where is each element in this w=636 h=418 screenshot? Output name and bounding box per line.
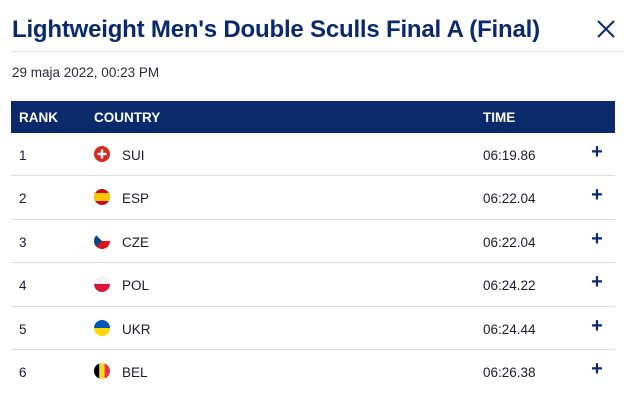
- rank-cell: 2: [19, 191, 27, 207]
- page-title: Lightweight Men's Double Sculls Final A …: [12, 16, 540, 43]
- country-cell: UKR: [122, 321, 151, 337]
- country-cell: POL: [122, 278, 150, 294]
- dialog-header: Lightweight Men's Double Sculls Final A …: [12, 14, 624, 52]
- time-cell: 06:22.04: [483, 191, 536, 207]
- switzerland-flag-icon: [94, 146, 110, 162]
- time-cell: 06:24.22: [483, 278, 536, 294]
- expand-plus-icon[interactable]: +: [591, 314, 603, 337]
- column-header-rank: RANK: [19, 110, 58, 125]
- column-header-time: TIME: [483, 110, 516, 125]
- poland-flag-icon: [94, 276, 110, 293]
- race-timestamp: 29 maja 2022, 00:23 PM: [12, 65, 160, 80]
- country-cell: ESP: [122, 191, 150, 207]
- column-header-country: COUNTRY: [94, 110, 161, 125]
- rank-cell: 6: [19, 364, 27, 380]
- ukraine-flag-icon: [94, 319, 110, 336]
- rank-cell: 3: [19, 234, 27, 250]
- table-header: RANK COUNTRY TIME: [11, 101, 615, 133]
- country-cell: CZE: [122, 234, 149, 250]
- expand-plus-icon[interactable]: +: [591, 227, 603, 250]
- table-row: 3 CZE 06:22.04 +: [11, 220, 615, 264]
- close-button[interactable]: [594, 17, 618, 41]
- table-row: 4 POL 06:24.22 +: [11, 263, 615, 307]
- time-cell: 06:24.44: [483, 321, 536, 337]
- table-row: 5 UKR 06:24.44 +: [11, 307, 615, 350]
- expand-plus-icon[interactable]: +: [591, 357, 603, 380]
- expand-plus-icon[interactable]: +: [591, 184, 603, 207]
- rank-cell: 4: [19, 278, 27, 294]
- expand-plus-icon[interactable]: +: [591, 141, 603, 163]
- country-cell: BEL: [122, 364, 148, 380]
- rank-cell: 1: [19, 148, 27, 163]
- time-cell: 06:26.38: [483, 364, 536, 380]
- spain-flag-icon: [94, 189, 110, 206]
- time-cell: 06:19.86: [483, 148, 536, 163]
- table-row: 6 BEL 06:26.38 +: [11, 350, 615, 393]
- time-cell: 06:22.04: [483, 234, 536, 250]
- results-table: RANK COUNTRY TIME 1 SUI 06:19.86 + 2 ESP…: [11, 101, 615, 393]
- country-cell: SUI: [122, 148, 145, 163]
- expand-plus-icon[interactable]: +: [591, 271, 603, 294]
- belgium-flag-icon: [94, 362, 110, 379]
- close-icon[interactable]: [594, 17, 618, 41]
- rank-cell: 5: [19, 321, 27, 337]
- czech-flag-icon: [94, 232, 110, 249]
- table-row: 2 ESP 06:22.04 +: [11, 176, 615, 220]
- table-row: 1 SUI 06:19.86 +: [11, 133, 615, 177]
